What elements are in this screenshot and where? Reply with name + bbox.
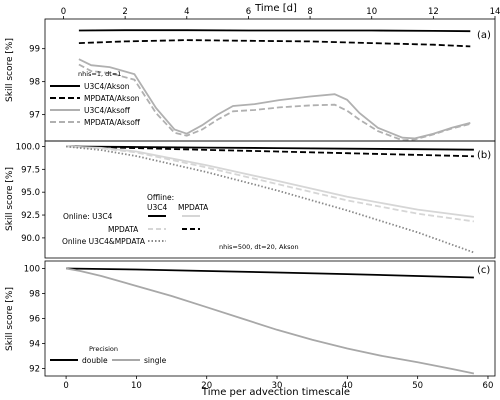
panel-c-lines <box>65 267 475 375</box>
panel-a-series-3 <box>78 63 471 142</box>
panel-2-series-0 <box>66 267 474 279</box>
legend-c-entry-1: single <box>144 356 167 365</box>
top-x-axis-label: Time [d] <box>254 3 297 14</box>
panel-c-label: (c) <box>477 265 490 276</box>
panel-b: 100.0 97.5 95.0 92.5 90.0 Offline: U3C4 MPDA… <box>16 140 496 259</box>
legend-b-row-combined: Online U3C4&MPDATA <box>62 237 146 246</box>
bottom-xtick-label: 20 <box>201 381 212 391</box>
panel-a-legend: nhis=1, dt=1 U3C4/Akson MPDATA/Akson U3C… <box>50 70 141 127</box>
bottom-xtick-label: 0 <box>63 381 68 391</box>
panel-b-ylabel: Skill score [%] <box>5 167 15 231</box>
panel-1-ytick-label: 90.0 <box>21 234 40 244</box>
panel-b-legend: Offline: U3C4 MPDATA Online: U3C4 MPDATA… <box>62 193 299 251</box>
bottom-xtick-label: 30 <box>272 381 283 391</box>
bottom-xtick-label: 60 <box>483 381 494 391</box>
panel-c-yticks: 100 98 96 94 92 <box>24 265 45 375</box>
panel-c-ylabel: Skill score [%] <box>5 287 15 351</box>
legend-b-col-mpdata: MPDATA <box>178 203 209 212</box>
legend-c-title: Precision <box>89 345 118 353</box>
legend-a-entry-2: U3C4/Aksoff <box>84 106 131 115</box>
panel-1-ytick-label: 100.0 <box>16 142 40 152</box>
panel-a-top-xticks: 0 2 4 6 8 10 12 14 <box>61 7 500 19</box>
top-xtick-label: 8 <box>307 7 312 17</box>
legend-b-annotation: nhis=500, dt=20, Akson <box>219 243 299 251</box>
top-xtick-label: 6 <box>246 7 251 17</box>
top-xtick-label: 0 <box>61 7 66 17</box>
panel-c: 100 98 96 94 92 0 10 20 30 40 50 60 Precision doub… <box>24 260 496 391</box>
panel-a-series-2 <box>78 58 471 140</box>
top-xtick-label: 14 <box>490 7 500 17</box>
panel-2-ytick-label: 92 <box>29 365 40 375</box>
panel-a-lines <box>78 29 471 142</box>
bottom-xtick-label: 40 <box>342 381 353 391</box>
panel-a-label: (a) <box>477 30 491 41</box>
panel-c-legend: Precision double single <box>50 345 167 365</box>
panel-1-series-4 <box>66 145 475 254</box>
legend-c-entry-0: double <box>82 356 108 365</box>
panel-b-label: (b) <box>477 150 491 161</box>
panel-0-ytick-label: 97 <box>29 111 40 121</box>
legend-a-title: nhis=1, dt=1 <box>78 70 121 78</box>
panel-2-ytick-label: 98 <box>29 290 40 300</box>
bottom-xtick-label: 50 <box>412 381 423 391</box>
bottom-x-axis-label: Time per advection timescale <box>201 387 350 398</box>
panel-a-series-1 <box>78 39 471 48</box>
panel-0-ytick-label: 99 <box>29 45 40 55</box>
panel-1-series-1 <box>66 145 474 158</box>
legend-b-row-mpdata: MPDATA <box>108 225 139 234</box>
legend-a-entry-0: U3C4/Akson <box>84 82 130 91</box>
panel-0-ytick-label: 98 <box>29 78 40 88</box>
top-xtick-label: 4 <box>184 7 189 17</box>
panel-1-series-3 <box>66 145 475 223</box>
panel-1-ytick-label: 92.5 <box>21 211 40 221</box>
panel-2-series-1 <box>65 267 475 375</box>
panel-2-ytick-label: 100 <box>24 265 40 275</box>
legend-a-entry-1: MPDATA/Akson <box>84 94 140 103</box>
legend-a-entry-3: MPDATA/Aksoff <box>84 118 141 127</box>
panel-2-ytick-label: 94 <box>29 340 40 350</box>
panel-a-yticks: 99 98 97 <box>29 45 45 121</box>
panel-a: 99 98 97 0 2 4 6 8 10 12 14 nhis=1, dt=1 U3C4/Aks… <box>29 7 500 142</box>
panel-2-ytick-label: 96 <box>29 315 40 325</box>
panel-a-ylabel: Skill score [%] <box>5 38 15 102</box>
panel-b-frame <box>44 140 496 259</box>
legend-b-title: Offline: <box>147 193 174 202</box>
panel-c-frame <box>44 260 496 377</box>
panel-b-lines <box>66 145 475 254</box>
panel-1-ytick-label: 95.0 <box>21 188 40 198</box>
panel-1-ytick-label: 97.5 <box>21 165 40 175</box>
panel-c-xticks: 0 10 20 30 40 50 60 <box>63 376 493 391</box>
top-xtick-label: 2 <box>122 7 127 17</box>
top-xtick-label: 10 <box>366 7 377 17</box>
bottom-xtick-label: 10 <box>131 381 142 391</box>
panel-1-series-0 <box>66 145 474 151</box>
top-xtick-label: 12 <box>428 7 439 17</box>
legend-b-col-u3c4: U3C4 <box>147 203 167 212</box>
panel-b-yticks: 100.0 97.5 95.0 92.5 90.0 <box>16 142 45 244</box>
panel-a-series-0 <box>78 29 471 33</box>
legend-b-row-u3c4: Online: U3C4 <box>63 212 113 221</box>
